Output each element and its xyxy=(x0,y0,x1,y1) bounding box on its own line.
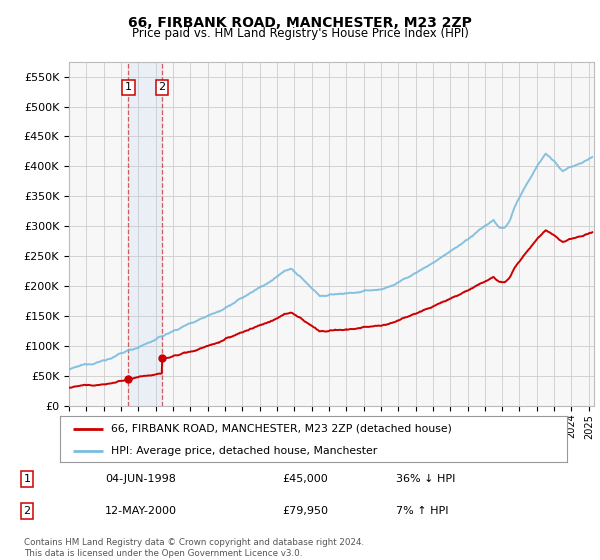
Text: 04-JUN-1998: 04-JUN-1998 xyxy=(105,474,176,484)
Text: Price paid vs. HM Land Registry's House Price Index (HPI): Price paid vs. HM Land Registry's House … xyxy=(131,27,469,40)
Text: 66, FIRBANK ROAD, MANCHESTER, M23 2ZP (detached house): 66, FIRBANK ROAD, MANCHESTER, M23 2ZP (d… xyxy=(111,424,452,434)
Text: 12-MAY-2000: 12-MAY-2000 xyxy=(105,506,177,516)
Text: 2: 2 xyxy=(23,506,31,516)
Text: 2: 2 xyxy=(158,82,166,92)
Text: 1: 1 xyxy=(125,82,132,92)
Text: This data is licensed under the Open Government Licence v3.0.: This data is licensed under the Open Gov… xyxy=(24,549,302,558)
Text: £45,000: £45,000 xyxy=(282,474,328,484)
Text: Contains HM Land Registry data © Crown copyright and database right 2024.: Contains HM Land Registry data © Crown c… xyxy=(24,538,364,547)
Text: 36% ↓ HPI: 36% ↓ HPI xyxy=(396,474,455,484)
Text: HPI: Average price, detached house, Manchester: HPI: Average price, detached house, Manc… xyxy=(111,446,377,455)
Text: 66, FIRBANK ROAD, MANCHESTER, M23 2ZP: 66, FIRBANK ROAD, MANCHESTER, M23 2ZP xyxy=(128,16,472,30)
Text: £79,950: £79,950 xyxy=(282,506,328,516)
Text: 1: 1 xyxy=(23,474,31,484)
Text: 7% ↑ HPI: 7% ↑ HPI xyxy=(396,506,449,516)
Bar xyxy=(128,62,162,406)
